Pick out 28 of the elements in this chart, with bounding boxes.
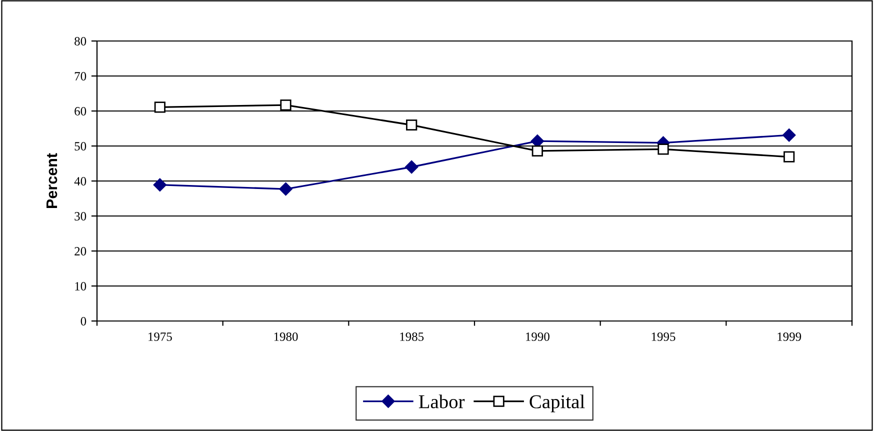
x-tick-label: 1975 — [148, 332, 172, 341]
y-tick-label: 70 — [74, 72, 86, 80]
y-tick-label: 60 — [74, 107, 86, 116]
y-tick-label: 0 — [80, 317, 86, 326]
y-axis-title: Percent — [46, 153, 58, 208]
point — [406, 119, 418, 131]
point — [153, 178, 167, 192]
y-tick-label: 20 — [74, 247, 86, 256]
x-tick-label: 1999 — [778, 332, 802, 341]
point — [279, 182, 292, 196]
y-tick-label: 10 — [75, 282, 86, 290]
point — [658, 144, 669, 155]
point — [532, 145, 543, 156]
x-tick-label: 1990 — [526, 332, 550, 341]
point — [404, 160, 418, 174]
x-tick-label: 1985 — [400, 332, 424, 341]
y-tick-label: 30 — [74, 212, 86, 220]
y-tick-label: 50 — [74, 142, 86, 150]
legend-label: Labor — [418, 394, 465, 408]
point — [280, 99, 292, 111]
y-tick-label: 40 — [74, 177, 86, 186]
legend-label: Capital — [530, 394, 585, 412]
point — [154, 102, 166, 113]
x-tick-label: 1980 — [274, 332, 298, 341]
point — [782, 128, 796, 142]
point — [784, 151, 795, 162]
y-tick-label: 80 — [74, 37, 86, 46]
x-tick-label: 1995 — [652, 332, 676, 341]
